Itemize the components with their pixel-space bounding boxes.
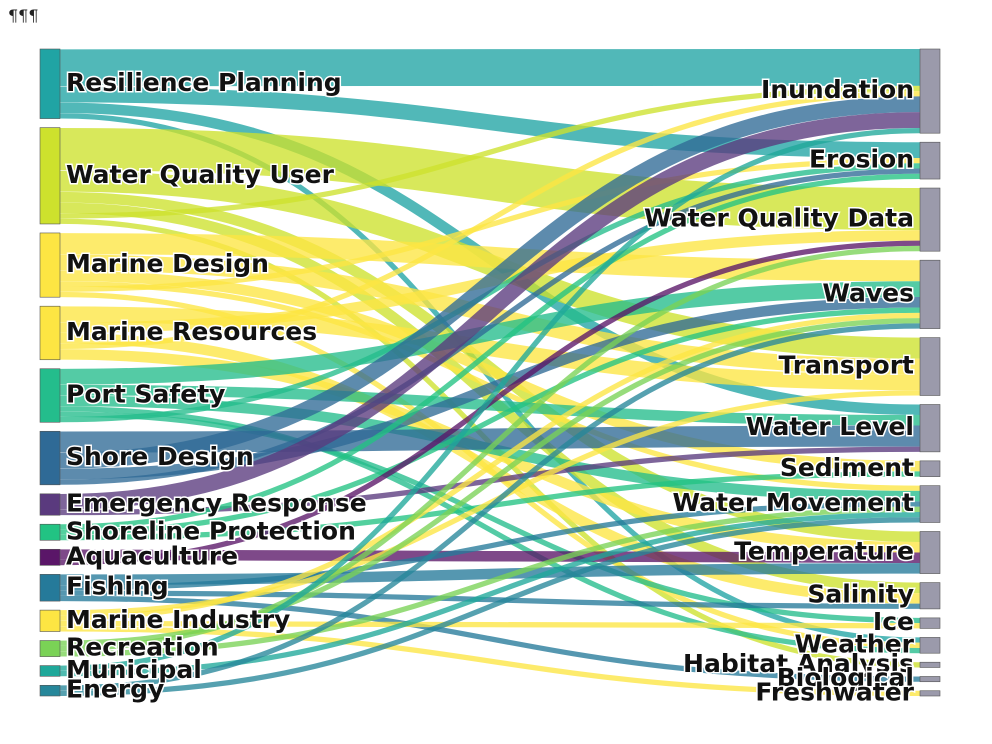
source-node-port-safety (39, 368, 61, 423)
link-aquaculture-to-temperature (59, 549, 921, 564)
source-label-marine-industry: Marine Industry (66, 605, 290, 634)
source-label-aquaculture: Aquaculture (66, 541, 238, 570)
link-shoreline-protection-to-erosion (59, 173, 921, 530)
link-marine-resources-to-inundation (59, 91, 921, 349)
source-node-marine-resources (39, 305, 61, 361)
target-node-water-movement (919, 485, 941, 523)
link-recreation-to-water-quality-data (59, 245, 921, 652)
source-label-fishing: Fishing (66, 572, 169, 601)
link-municipal-to-water-movement (59, 511, 921, 677)
labels-layer: Resilience Planning Water Quality User Mar… (65, 66, 917, 708)
link-shoreline-protection-to-waves (59, 307, 921, 535)
source-label-shoreline-protection: Shoreline Protection (66, 516, 356, 545)
source-node-shore-design (39, 430, 61, 486)
source-label-resilience-planning: Resilience Planning (66, 68, 342, 97)
link-marine-industry-to-waves (59, 312, 921, 621)
target-label-inundation: Inundation (761, 75, 914, 104)
target-node-inundation (919, 48, 941, 134)
source-node-shoreline-protection (39, 523, 61, 541)
source-node-aquaculture (39, 548, 61, 566)
link-port-safety-to-ice (59, 411, 921, 624)
source-node-municipal (39, 665, 61, 677)
links-layer (59, 49, 921, 697)
link-shore-design-to-inundation (59, 96, 921, 469)
target-label-water-quality-data: Water Quality Data (644, 204, 914, 233)
target-node-water-quality-data (919, 187, 941, 252)
source-label-marine-resources: Marine Resources (66, 317, 317, 346)
target-node-transport (919, 337, 941, 396)
target-label-temperature: Temperature (734, 537, 914, 566)
link-marine-industry-to-freshwater (59, 626, 921, 697)
link-energy-to-water-movement (59, 517, 921, 696)
source-node-marine-design (39, 232, 61, 298)
target-node-erosion (919, 141, 941, 180)
source-node-fishing (39, 574, 61, 602)
source-label-energy: Energy (66, 675, 164, 704)
link-recreation-to-water-movement (59, 506, 921, 657)
target-label-ice: Ice (873, 607, 914, 636)
target-node-sediment (919, 460, 941, 477)
target-node-waves (919, 259, 941, 329)
nodes-layer (39, 48, 941, 697)
target-node-water-level (919, 404, 941, 453)
target-label-water-movement: Water Movement (672, 488, 914, 517)
link-port-safety-to-waves (59, 281, 921, 385)
link-port-safety-to-erosion (59, 163, 921, 423)
source-node-marine-industry (39, 609, 61, 632)
target-label-sediment: Sediment (780, 453, 914, 482)
target-node-ice (919, 617, 941, 629)
source-node-water-quality-user (39, 127, 61, 225)
source-label-shore-design: Shore Design (66, 442, 254, 471)
target-node-weather (919, 637, 941, 654)
target-label-biological: Biological (777, 663, 914, 692)
link-fishing-to-salinity (59, 590, 921, 609)
link-fishing-to-water-movement (59, 501, 921, 591)
link-port-safety-to-weather (59, 406, 921, 654)
target-label-habitat-analysis: Habitat Analysis (683, 649, 914, 678)
target-label-water-level: Water Level (746, 412, 914, 441)
link-shore-design-to-erosion (59, 168, 921, 485)
source-node-resilience-planning (39, 48, 61, 119)
source-node-emergency-response (39, 493, 61, 516)
source-label-water-quality-user: Water Quality User (66, 160, 335, 189)
target-node-temperature (919, 531, 941, 574)
link-municipal-to-inundation (59, 127, 921, 671)
target-node-biological (919, 676, 941, 683)
target-label-salinity: Salinity (807, 580, 914, 609)
source-label-recreation: Recreation (66, 633, 219, 662)
source-label-municipal: Municipal (66, 655, 202, 684)
target-label-erosion: Erosion (809, 145, 914, 174)
target-label-waves: Waves (822, 278, 914, 307)
source-node-recreation (39, 640, 61, 657)
link-marine-design-to-erosion (59, 157, 921, 292)
link-water-quality-user-to-inundation (59, 85, 921, 219)
page-marker: ¶¶¶ (8, 6, 39, 25)
source-node-energy (39, 684, 61, 697)
source-label-port-safety: Port Safety (66, 380, 225, 409)
target-label-weather: Weather (794, 629, 914, 658)
target-node-freshwater (919, 690, 941, 697)
link-fishing-to-temperature (59, 563, 921, 585)
source-label-marine-design: Marine Design (66, 249, 269, 278)
target-label-freshwater: Freshwater (755, 677, 914, 706)
link-energy-to-waves (59, 323, 921, 691)
target-node-salinity (919, 582, 941, 610)
link-emergency-response-to-inundation (59, 112, 921, 510)
target-label-transport: Transport (778, 351, 914, 380)
target-node-habitat-analysis (919, 661, 941, 668)
source-label-emergency-response: Emergency Response (66, 489, 367, 518)
link-water-quality-user-to-water-quality-data (59, 127, 921, 231)
